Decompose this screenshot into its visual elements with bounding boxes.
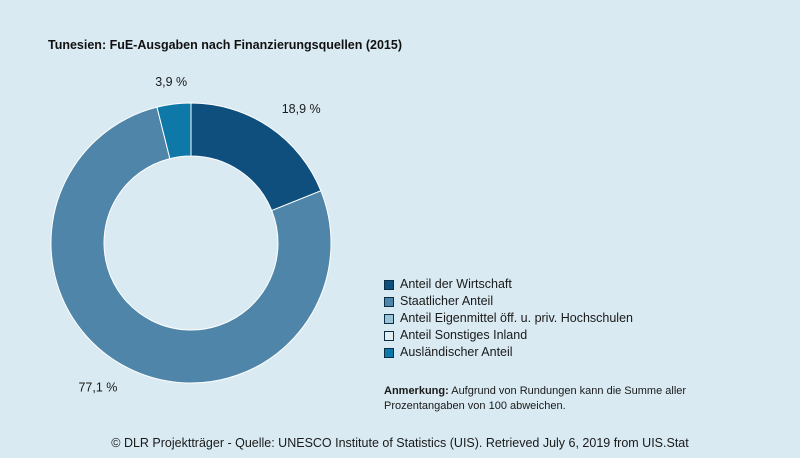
slice-label-0: 18,9 % bbox=[282, 102, 321, 116]
legend-swatch-1 bbox=[384, 296, 394, 307]
legend-label-4: Ausländischer Anteil bbox=[400, 345, 513, 359]
note-text: Aufgrund von Rundungen kann die Summe al… bbox=[384, 385, 687, 412]
legend-swatch-2 bbox=[384, 313, 394, 324]
legend-item-1: Staatlicher Anteil bbox=[384, 293, 633, 310]
legend-item-3: Anteil Sonstiges Inland bbox=[384, 327, 633, 344]
note-label: Anmerkung: bbox=[384, 385, 449, 397]
legend-item-4: Ausländischer Anteil bbox=[384, 344, 633, 361]
legend-swatch-3 bbox=[384, 330, 394, 341]
legend-item-0: Anteil der Wirtschaft bbox=[384, 276, 633, 293]
note: Anmerkung: Aufgrund von Rundungen kann d… bbox=[384, 384, 714, 414]
legend-label-2: Anteil Eigenmittel öff. u. priv. Hochsch… bbox=[400, 311, 633, 325]
legend-item-2: Anteil Eigenmittel öff. u. priv. Hochsch… bbox=[384, 310, 633, 327]
chart-title: Tunesien: FuE-Ausgaben nach Finanzierung… bbox=[48, 38, 402, 52]
legend-label-1: Staatlicher Anteil bbox=[400, 294, 494, 308]
legend-swatch-0 bbox=[384, 279, 394, 290]
donut-slice-4 bbox=[156, 102, 192, 160]
slice-label-1: 77,1 % bbox=[78, 380, 117, 394]
donut-slice-0 bbox=[190, 102, 322, 212]
legend-label-3: Anteil Sonstiges Inland bbox=[400, 328, 528, 342]
donut-slice-1 bbox=[50, 106, 332, 384]
slice-label-4: 3,9 % bbox=[155, 75, 187, 89]
legend-label-0: Anteil der Wirtschaft bbox=[400, 277, 512, 291]
legend-swatch-4 bbox=[384, 347, 394, 358]
source-credit: © DLR Projektträger - Quelle: UNESCO Ins… bbox=[111, 436, 689, 450]
legend: Anteil der Wirtschaft Staatlicher Anteil A… bbox=[384, 276, 633, 361]
